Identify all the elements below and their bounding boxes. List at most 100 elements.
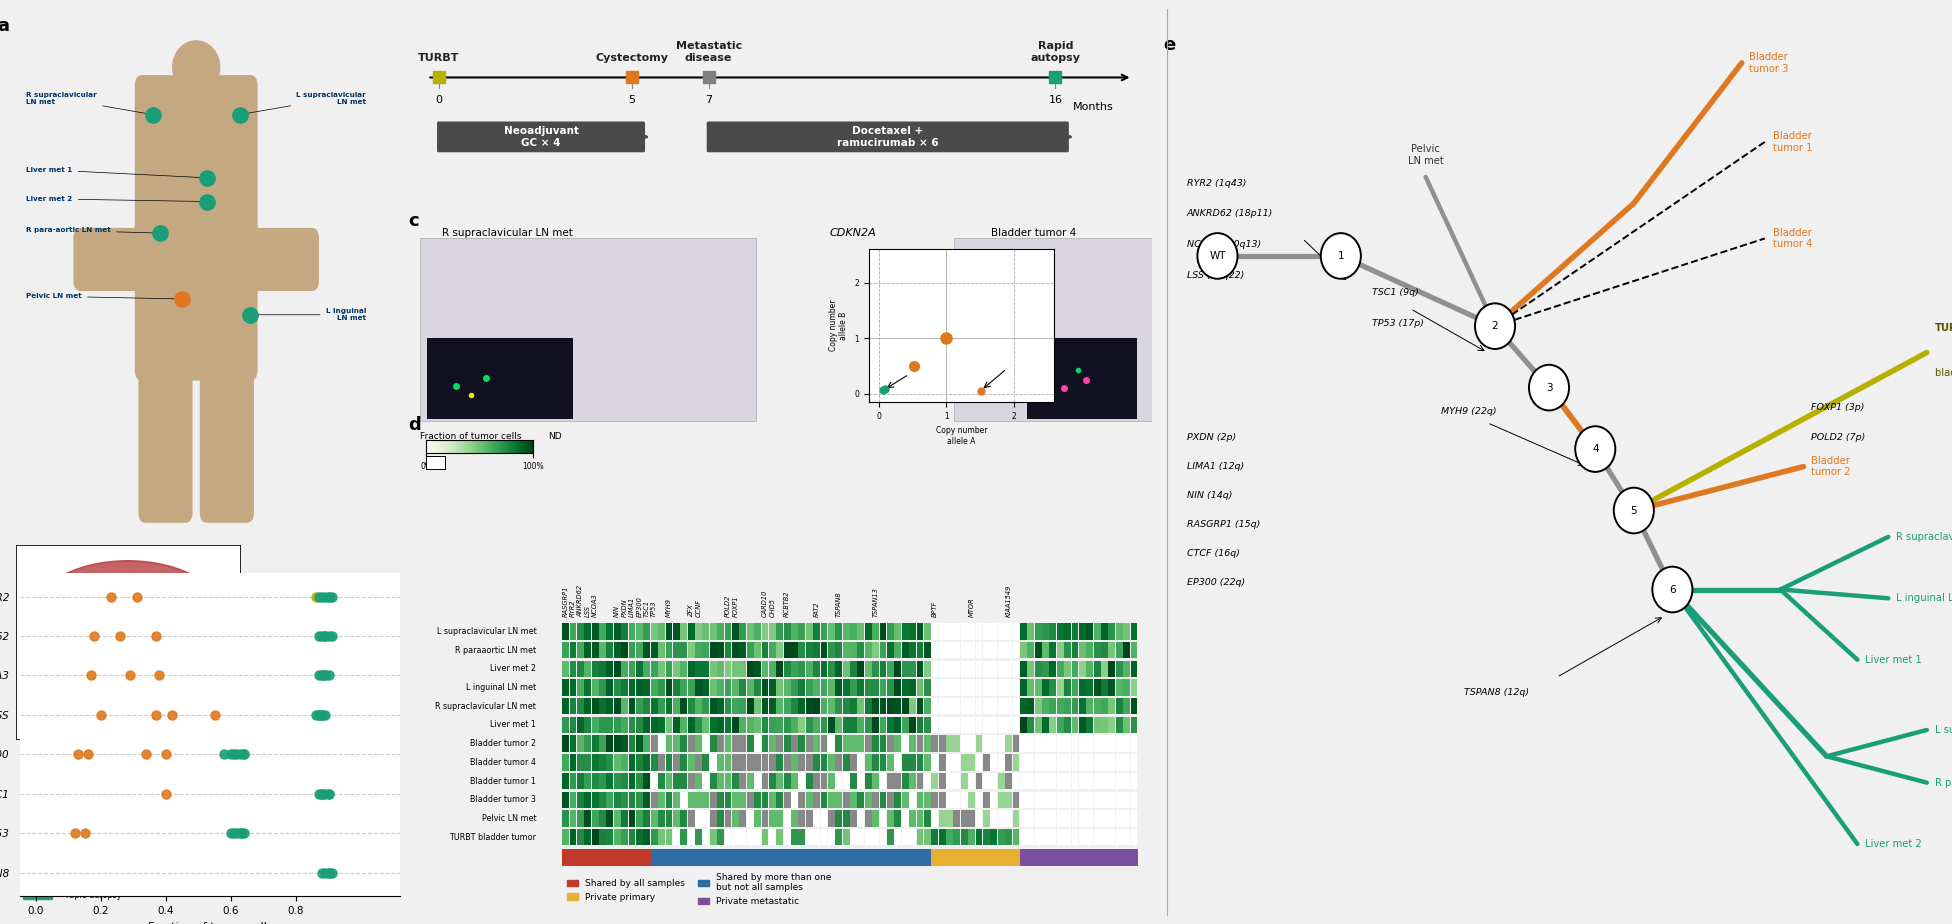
Bar: [681, 679, 687, 696]
Bar: [621, 829, 629, 845]
Bar: [695, 829, 703, 845]
Text: Bladder tumor 4: Bladder tumor 4: [990, 228, 1076, 237]
Bar: [880, 810, 886, 827]
Bar: [724, 698, 732, 714]
Bar: [1005, 623, 1011, 639]
Bar: [607, 754, 613, 771]
Bar: [703, 661, 709, 677]
Bar: [613, 754, 621, 771]
Bar: [644, 810, 650, 827]
Bar: [828, 642, 835, 658]
Bar: [923, 623, 931, 639]
Bar: [761, 717, 769, 734]
Bar: [1122, 829, 1130, 845]
Bar: [644, 698, 650, 714]
Bar: [953, 623, 960, 639]
Text: 2: 2: [176, 604, 183, 614]
Bar: [740, 679, 746, 696]
Text: CCNF: CCNF: [695, 599, 701, 617]
Bar: [968, 623, 976, 639]
Bar: [820, 623, 828, 639]
Text: TP53 (17p): TP53 (17p): [1372, 319, 1423, 328]
Text: CTCF (16q): CTCF (16q): [1187, 549, 1240, 558]
Bar: [1130, 810, 1138, 827]
Bar: [732, 736, 740, 752]
Bar: [1101, 642, 1109, 658]
Bar: [1117, 717, 1122, 734]
Bar: [1013, 642, 1019, 658]
Bar: [1109, 642, 1115, 658]
Bar: [724, 642, 732, 658]
Bar: [703, 642, 709, 658]
Bar: [902, 810, 908, 827]
Bar: [636, 642, 642, 658]
Bar: [1079, 661, 1085, 677]
Bar: [990, 642, 997, 658]
Bar: [636, 772, 642, 789]
Bar: [753, 754, 761, 771]
Bar: [1019, 849, 1138, 866]
Bar: [1117, 792, 1122, 808]
Bar: [769, 642, 775, 658]
Bar: [687, 679, 695, 696]
Bar: [791, 717, 798, 734]
Bar: [570, 829, 576, 845]
Bar: [539, 642, 558, 658]
Bar: [1101, 661, 1109, 677]
Bar: [716, 772, 724, 789]
Bar: [953, 792, 960, 808]
Bar: [873, 792, 878, 808]
Bar: [681, 661, 687, 677]
Text: R paraaortic LN met: R paraaortic LN met: [1934, 778, 1952, 787]
Bar: [716, 829, 724, 845]
Text: Bladder
tumor 4: Bladder tumor 4: [1772, 227, 1811, 249]
Bar: [539, 661, 558, 677]
Bar: [777, 717, 783, 734]
Text: BPTF: BPTF: [931, 601, 937, 617]
Bar: [570, 623, 576, 639]
Bar: [753, 623, 761, 639]
Bar: [1042, 679, 1048, 696]
Bar: [835, 642, 841, 658]
Bar: [562, 772, 570, 789]
Text: Bladder tumor 2: Bladder tumor 2: [470, 739, 537, 748]
Bar: [814, 698, 820, 714]
Bar: [843, 661, 849, 677]
Bar: [976, 792, 982, 808]
Bar: [1019, 642, 1027, 658]
Bar: [1042, 661, 1048, 677]
Wedge shape: [100, 654, 156, 679]
Bar: [910, 679, 915, 696]
Bar: [629, 754, 636, 771]
Bar: [1056, 679, 1064, 696]
Bar: [777, 754, 783, 771]
Bar: [621, 736, 629, 752]
Bar: [1005, 772, 1011, 789]
Bar: [570, 792, 576, 808]
Bar: [894, 698, 902, 714]
Bar: [1122, 698, 1130, 714]
Bar: [873, 642, 878, 658]
Bar: [1087, 698, 1093, 714]
Bar: [1093, 698, 1101, 714]
Bar: [1064, 754, 1072, 771]
Bar: [673, 679, 679, 696]
Bar: [1050, 736, 1056, 752]
Bar: [880, 792, 886, 808]
Bar: [1093, 661, 1101, 677]
Bar: [650, 679, 658, 696]
Bar: [886, 754, 894, 771]
Bar: [1087, 810, 1093, 827]
Bar: [621, 717, 629, 734]
Bar: [650, 661, 658, 677]
Bar: [960, 792, 968, 808]
Bar: [880, 679, 886, 696]
Text: 0: 0: [435, 95, 443, 105]
Bar: [1064, 736, 1072, 752]
Bar: [753, 661, 761, 677]
Bar: [1035, 661, 1042, 677]
Bar: [539, 792, 558, 808]
FancyBboxPatch shape: [707, 121, 1070, 152]
Text: ND: ND: [549, 432, 562, 441]
Bar: [1093, 754, 1101, 771]
